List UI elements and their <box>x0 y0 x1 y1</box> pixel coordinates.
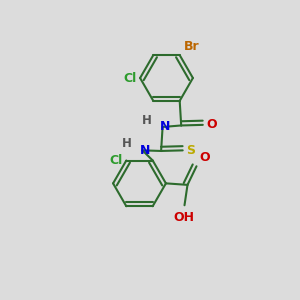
Text: Cl: Cl <box>110 154 123 167</box>
Text: N: N <box>140 144 150 157</box>
Text: O: O <box>206 118 217 131</box>
Text: N: N <box>160 121 170 134</box>
Text: S: S <box>186 144 195 157</box>
Text: H: H <box>142 114 152 127</box>
Text: H: H <box>122 137 132 150</box>
Text: Br: Br <box>184 40 199 53</box>
Text: Cl: Cl <box>123 71 136 85</box>
Text: O: O <box>199 151 209 164</box>
Text: OH: OH <box>173 211 194 224</box>
